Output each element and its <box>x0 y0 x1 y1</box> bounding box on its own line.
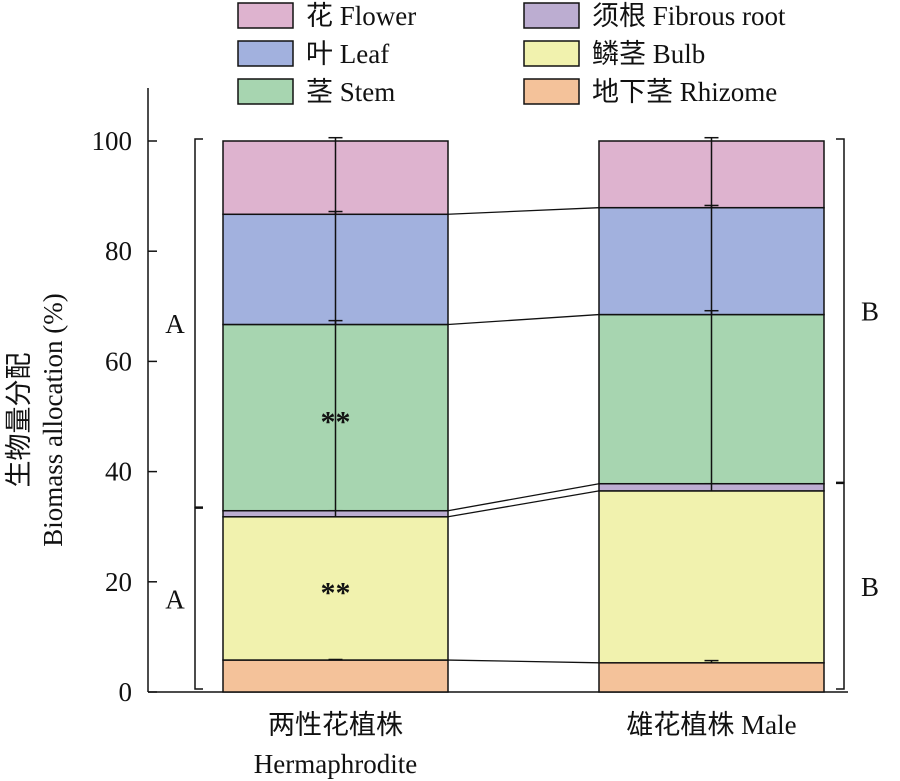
legend: 花 Flower 叶 Leaf 茎 Stem 须根 Fibrous root 鳞茎 Bu… <box>237 1 786 107</box>
x-category-sublabel-0: Hermaphrodite <box>254 749 417 779</box>
legend-label-rhizome: 地下茎 Rhizome <box>592 77 777 107</box>
y-tick-label-80: 80 <box>105 236 132 266</box>
y-tick-label-0: 0 <box>119 677 133 707</box>
x-axis-labels: 两性花植株 Hermaphrodite 雄花植株 Male <box>254 710 797 779</box>
connector-line-2 <box>447 483 600 512</box>
x-category-label-1: 雄花植株 Male <box>626 710 796 740</box>
y-tick-label-60: 60 <box>105 346 132 376</box>
group-letter-right-3: B <box>861 572 879 602</box>
legend-swatch-leaf <box>237 40 294 67</box>
group-letter-left-1: A <box>165 585 185 615</box>
legend-label-bulb: 鳞茎 Bulb <box>592 39 705 69</box>
significance-marks: ** ** <box>321 406 351 610</box>
group-bracket-right-3 <box>836 482 845 690</box>
legend-label-flower: 花 Flower <box>306 1 416 31</box>
group-letter-right-2: B <box>861 297 879 327</box>
y-axis-title-cn: 生物量分配 <box>4 353 34 488</box>
legend-swatch-rhizome <box>523 78 580 105</box>
legend-swatch-fibrous_root <box>523 2 580 29</box>
bar-segment-rhizome-1 <box>598 662 825 693</box>
y-axis-title-en: Biomass allocation (%) <box>38 293 68 546</box>
x-category-label-0: 两性花植株 <box>268 710 403 740</box>
legend-swatch-flower <box>237 2 294 29</box>
connector-line-0 <box>447 659 600 664</box>
y-tick-label-100: 100 <box>92 126 133 156</box>
y-axis-title: 生物量分配 Biomass allocation (%) <box>4 293 68 546</box>
y-tick-label-20: 20 <box>105 567 132 597</box>
group-bracket-left-1 <box>194 507 203 690</box>
bar-segment-bulb-1 <box>598 490 825 664</box>
stack-connector-lines <box>447 207 600 664</box>
group-brackets: A A B B <box>165 138 879 690</box>
legend-label-fibrous_root: 须根 Fibrous root <box>592 1 786 31</box>
legend-swatch-bulb <box>523 40 580 67</box>
group-bracket-right-2 <box>836 138 845 484</box>
stacked-bars <box>222 140 825 693</box>
error-bars <box>328 136 719 663</box>
legend-label-leaf: 叶 Leaf <box>306 39 389 69</box>
legend-label-stem: 茎 Stem <box>306 77 395 107</box>
significance-mark-0: ** <box>321 406 351 439</box>
group-letter-left-0: A <box>165 309 185 339</box>
significance-mark-1: ** <box>321 576 351 609</box>
group-bracket-left-0 <box>194 138 203 508</box>
legend-swatch-stem <box>237 78 294 105</box>
bar-segment-rhizome-0 <box>222 659 449 693</box>
y-tick-label-40: 40 <box>105 457 132 487</box>
connector-line-3 <box>447 313 600 326</box>
connector-line-4 <box>447 207 600 215</box>
connector-line-1 <box>447 490 600 518</box>
